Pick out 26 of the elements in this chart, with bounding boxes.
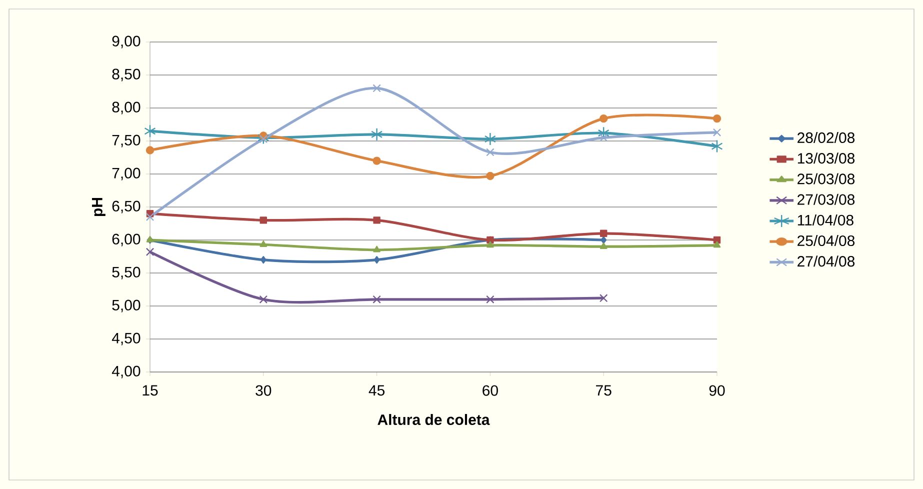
x-tick-label: 45 xyxy=(368,385,385,396)
y-tick-label: 7,00 xyxy=(112,168,140,180)
legend-label: 25/04/08 xyxy=(798,235,855,246)
x-tick-label: 60 xyxy=(482,385,498,396)
legend-label: 25/03/08 xyxy=(798,173,855,184)
y-tick-label: 6,50 xyxy=(112,200,140,214)
y-tick-label: 6,00 xyxy=(112,234,140,246)
x-tick-label: 30 xyxy=(256,385,272,396)
y-tick-label: 8,00 xyxy=(112,102,140,114)
legend-label: 27/03/08 xyxy=(798,194,855,205)
legend-label: 11/04/08 xyxy=(798,214,854,226)
y-tick-label: 5,50 xyxy=(112,266,140,280)
x-tick-label: 75 xyxy=(596,385,612,396)
legend-label: 27/04/08 xyxy=(798,256,855,267)
y-tick-label: 8,50 xyxy=(112,68,140,82)
y-axis-title: pH xyxy=(92,198,106,216)
x-tick-label: 15 xyxy=(142,385,158,396)
y-tick-label: 9,00 xyxy=(112,36,140,48)
y-tick-label: 4,00 xyxy=(112,366,140,378)
x-axis-title: Altura de coleta xyxy=(378,414,490,426)
y-tick-label: 5,00 xyxy=(112,300,140,312)
y-tick-label: 7,50 xyxy=(112,134,140,148)
y-tick-label: 4,50 xyxy=(112,332,140,346)
legend-label: 13/03/08 xyxy=(798,152,855,164)
legend-label: 28/02/08 xyxy=(798,132,855,144)
x-tick-label: 90 xyxy=(709,385,725,396)
